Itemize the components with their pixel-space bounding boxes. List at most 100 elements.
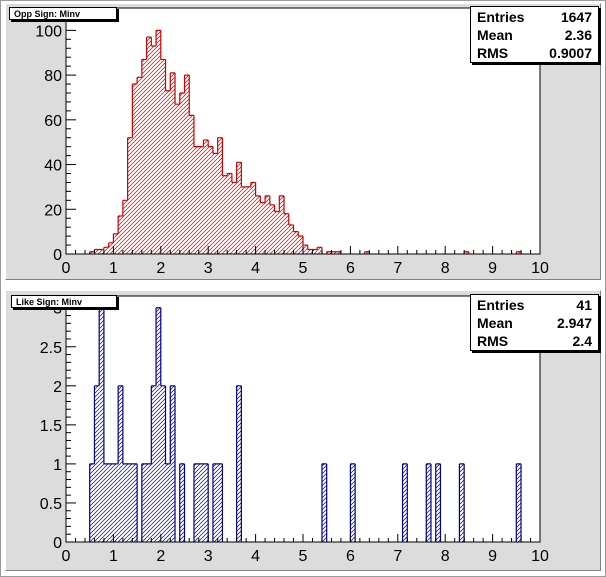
histogram-bar — [516, 463, 522, 542]
histogram-bar — [231, 182, 237, 254]
stats-value: 1647 — [560, 9, 592, 25]
histogram-bar — [288, 224, 294, 254]
y-tick-label: 100 — [35, 23, 62, 40]
stats-value: 2.36 — [564, 27, 592, 43]
x-tick-label: 10 — [531, 260, 549, 277]
histogram-bar — [165, 463, 171, 542]
histogram-bar — [284, 213, 289, 254]
histogram-bar — [132, 463, 138, 542]
y-tick-label: 0 — [53, 247, 62, 264]
histogram-bar — [217, 463, 223, 542]
histogram-bar — [227, 173, 232, 254]
histogram-bar — [160, 385, 166, 542]
histogram-bar — [241, 186, 247, 254]
histogram-bar — [103, 463, 109, 542]
histogram-bar — [336, 251, 341, 254]
histogram-bar — [198, 463, 204, 542]
x-tick-label: 4 — [251, 260, 260, 277]
stats-label: RMS — [477, 333, 509, 349]
histogram-bar — [265, 195, 270, 254]
x-tick-label: 5 — [299, 548, 308, 565]
x-tick-label: 2 — [156, 260, 165, 277]
histogram-bar — [122, 200, 128, 254]
histogram-bar — [146, 37, 152, 255]
histogram-bar — [132, 84, 138, 254]
histogram-title-opp-sign: Opp Sign: Minv — [9, 7, 117, 20]
histogram-bar — [175, 104, 180, 254]
histogram-bar — [108, 463, 114, 542]
histogram-bar — [170, 385, 176, 542]
histogram-bar — [222, 175, 228, 254]
x-tick-label: 10 — [531, 548, 549, 565]
histogram-bar — [113, 463, 119, 542]
x-tick-label: 3 — [204, 548, 213, 565]
histogram-bar — [165, 90, 171, 254]
histogram-bar — [137, 77, 142, 254]
histogram-bar — [146, 463, 152, 542]
histogram-bar — [141, 59, 147, 254]
histogram-bar — [103, 247, 109, 254]
stats-row-entries: Entries 41 — [477, 296, 592, 314]
stats-box-opp-sign: Entries 1647 Mean 2.36 RMS 0.9007 — [470, 6, 599, 63]
stats-row-mean: Mean 2.36 — [477, 26, 592, 44]
y-tick-label: 1.5 — [40, 418, 62, 435]
y-tick-label: 80 — [44, 68, 62, 85]
histogram-bar — [246, 186, 251, 254]
y-tick-label: 40 — [44, 158, 62, 175]
stats-label: Mean — [477, 27, 513, 43]
x-tick-label: 7 — [393, 260, 402, 277]
histogram-bar — [279, 195, 285, 254]
x-tick-label: 8 — [441, 260, 450, 277]
histogram-bar — [189, 115, 194, 254]
x-tick-label: 5 — [299, 260, 308, 277]
x-tick-label: 6 — [346, 260, 355, 277]
x-tick-label: 6 — [346, 548, 355, 565]
histogram-bar — [99, 249, 104, 254]
x-tick-label: 9 — [488, 260, 497, 277]
histogram-bar — [127, 463, 133, 542]
histogram-bar — [260, 202, 266, 254]
histogram-bar — [122, 463, 128, 542]
x-tick-label: 2 — [156, 548, 165, 565]
stats-row-entries: Entries 1647 — [477, 8, 592, 26]
histogram-bar — [170, 72, 176, 254]
histogram-bar — [303, 245, 308, 254]
histogram-bar — [516, 251, 522, 254]
histogram-bar — [89, 463, 95, 542]
stats-label: Mean — [477, 315, 513, 331]
stats-row-mean: Mean 2.947 — [477, 314, 592, 332]
histogram-outline — [89, 29, 522, 254]
histogram-bar — [298, 236, 303, 254]
histogram-bar — [212, 153, 218, 254]
histogram-bar — [208, 146, 213, 254]
histogram-bar — [459, 463, 465, 542]
histogram-bar — [426, 463, 431, 542]
histogram-outline — [89, 307, 522, 542]
histogram-bar — [193, 146, 199, 254]
x-tick-label: 7 — [393, 548, 402, 565]
histogram-bar — [236, 385, 242, 542]
histogram-bar — [108, 242, 114, 254]
x-tick-label: 1 — [109, 260, 118, 277]
histogram-bar — [317, 247, 322, 254]
y-tick-label: 60 — [44, 113, 62, 130]
histogram-bar — [179, 92, 185, 255]
stats-value: 0.9007 — [549, 45, 592, 61]
histogram-bar — [118, 215, 123, 254]
histogram-bar — [255, 195, 261, 254]
stats-row-rms: RMS 0.9007 — [477, 44, 592, 62]
histogram-bar — [274, 211, 280, 254]
y-tick-label: 1 — [53, 457, 62, 474]
histogram-bar — [141, 463, 147, 542]
y-tick-label: 3 — [53, 301, 62, 318]
stats-label: Entries — [477, 297, 525, 313]
histogram-bar — [217, 137, 223, 254]
histogram-bar — [151, 46, 157, 254]
histogram-bar — [464, 251, 469, 254]
histogram-bar — [198, 146, 204, 254]
histogram-bar — [435, 463, 441, 542]
x-tick-label: 4 — [251, 548, 260, 565]
histogram-bar — [94, 249, 100, 254]
